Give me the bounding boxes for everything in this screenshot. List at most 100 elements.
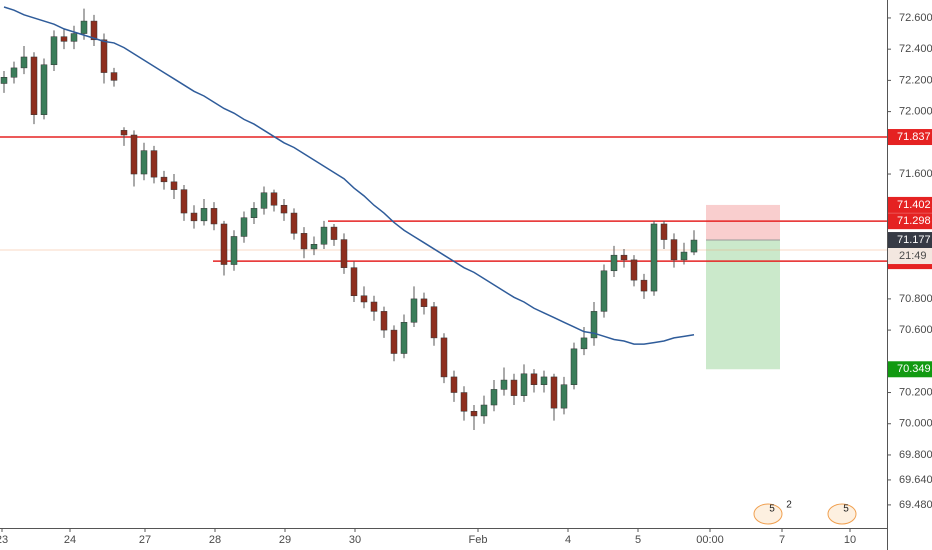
candle-body	[290, 212, 298, 234]
y-tick-label: 69.640	[899, 474, 932, 486]
stop-zone	[706, 204, 780, 241]
y-tick-label: 72.600	[899, 12, 932, 24]
candle-body	[580, 337, 588, 350]
y-tick-label: 72.400	[899, 43, 932, 55]
candle-body	[610, 254, 618, 272]
candle-body	[670, 239, 678, 261]
x-tick-label: 28	[209, 534, 221, 546]
candle-body	[240, 217, 248, 237]
x-tick-label: 4	[565, 534, 571, 546]
badge-label: 5	[769, 504, 775, 515]
target-label: 70.349	[897, 363, 931, 375]
candle-body	[220, 223, 228, 265]
candle-body	[140, 150, 148, 175]
y-tick-label: 70.000	[899, 418, 932, 430]
target-label-box	[888, 361, 932, 378]
candle-body	[400, 322, 408, 354]
candle-body	[460, 392, 468, 412]
x-tick-label: 23	[0, 534, 8, 546]
y-tick-label: 72.000	[899, 105, 932, 117]
candle-body	[180, 189, 188, 214]
candle-body	[160, 176, 168, 183]
candle-body	[440, 337, 448, 378]
candle-body	[630, 259, 638, 281]
candle-body	[270, 192, 278, 206]
event-badge	[753, 503, 783, 525]
candle-body	[170, 181, 178, 190]
event-badge	[827, 503, 857, 525]
y-tick-label: 70.200	[899, 386, 932, 398]
candle-body	[320, 226, 328, 245]
candle-body	[650, 223, 658, 292]
candle-body	[280, 204, 288, 214]
y-tick-label: 69.480	[899, 499, 932, 511]
candle-body	[70, 33, 78, 42]
candle-body	[480, 404, 488, 417]
candle-body	[150, 150, 158, 178]
countdown: 21:49	[899, 250, 927, 262]
candle-body	[500, 379, 508, 390]
candle-body	[430, 306, 438, 339]
x-tick-label: 29	[279, 534, 291, 546]
y-tick-label: 69.800	[899, 449, 932, 461]
candle-body	[120, 130, 128, 136]
candle-body	[100, 39, 108, 73]
candle-body	[420, 298, 428, 307]
countdown-box	[888, 248, 932, 265]
level-label-box	[888, 213, 932, 230]
candle-body	[350, 267, 358, 297]
candle-body	[230, 236, 238, 265]
candle-body	[600, 270, 608, 312]
candle-body	[0, 77, 8, 84]
candle-body	[60, 36, 68, 42]
badge-label: 2	[786, 500, 792, 511]
candle-body	[380, 311, 388, 331]
candle-body	[200, 208, 208, 222]
candle-body	[370, 301, 378, 312]
candle-body	[490, 389, 498, 406]
candle-body	[470, 411, 478, 417]
candle-body	[10, 67, 18, 78]
candle-body	[590, 311, 598, 339]
candle-body	[540, 376, 548, 385]
y-tick-label: 71.600	[899, 168, 932, 180]
moving-average	[3, 6, 695, 345]
stop-label-box	[888, 196, 932, 213]
x-tick-label: 5	[635, 534, 641, 546]
candle-body	[640, 279, 648, 292]
candle-body	[130, 134, 138, 175]
candle-body	[330, 226, 338, 240]
candle-body	[390, 329, 398, 354]
candle-body	[110, 72, 118, 81]
candle-body	[210, 208, 218, 225]
candle-body	[450, 376, 458, 393]
candle-body	[30, 56, 38, 115]
candle-body	[80, 20, 88, 34]
target-zone	[706, 240, 780, 370]
candle-body	[310, 244, 318, 250]
y-tick-label: 70.600	[899, 324, 932, 336]
x-tick-label: 10	[844, 534, 856, 546]
x-tick-label: 24	[64, 534, 76, 546]
candle-body	[410, 298, 418, 323]
candle-body	[510, 379, 518, 396]
candle-body	[260, 192, 268, 209]
level-label: 71.837	[897, 131, 931, 143]
candle-body	[340, 239, 348, 268]
candle-body	[560, 384, 568, 409]
candle-body	[360, 295, 368, 303]
level-label: 71.298	[897, 215, 931, 227]
x-tick-label: 7	[779, 534, 785, 546]
candle-body	[680, 251, 688, 261]
stop-label: 71.402	[897, 199, 931, 211]
candle-body	[250, 208, 258, 218]
candle-body	[570, 348, 578, 385]
level-label-box	[888, 129, 932, 146]
candle-body	[20, 56, 28, 69]
badge-label: 5	[843, 504, 849, 515]
last-price-label: 71.177	[897, 234, 931, 246]
candle-body	[660, 223, 668, 240]
candle-body	[520, 373, 528, 396]
